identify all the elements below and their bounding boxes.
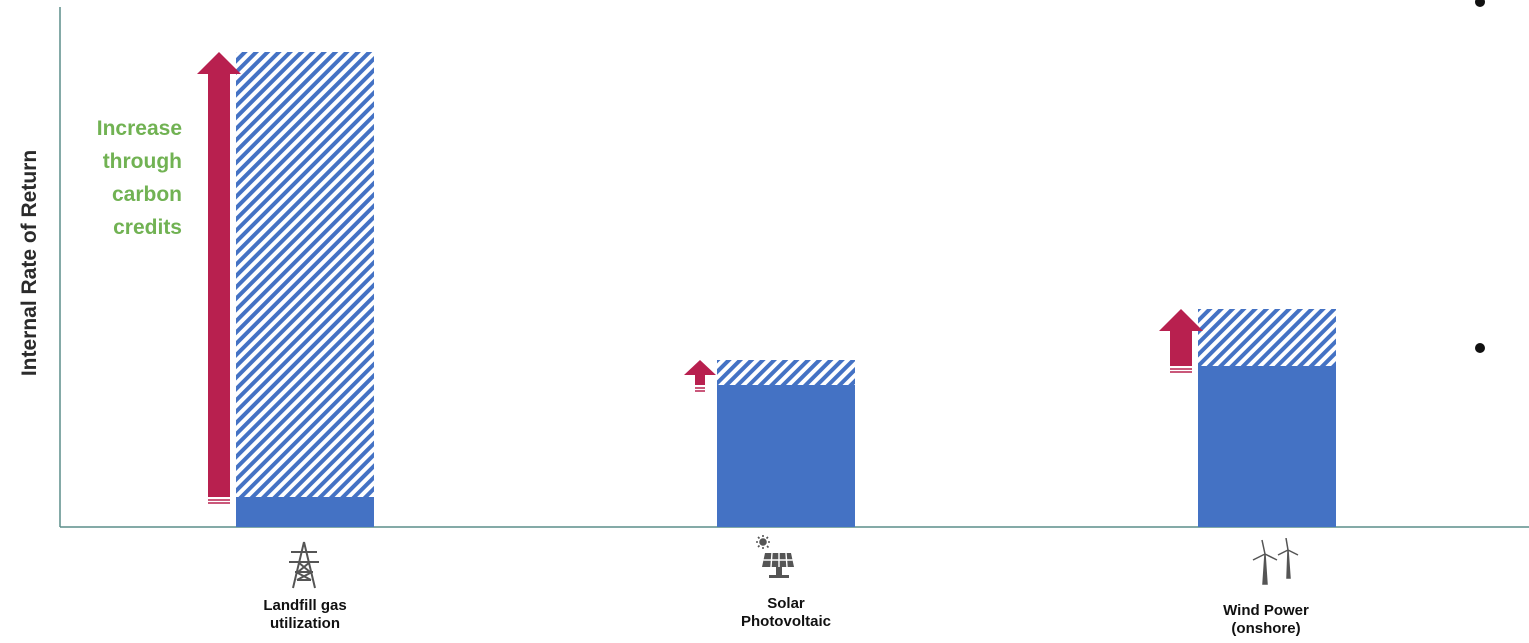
y-axis-label-wrap: Internal Rate of Return xyxy=(0,0,60,526)
annotation-line-2: through xyxy=(102,150,182,173)
bar-base xyxy=(1198,366,1336,527)
category-label-wind: Wind Power (onshore) xyxy=(1176,602,1356,638)
bar-base xyxy=(236,497,374,527)
category-label-line: utilization xyxy=(270,615,340,632)
increase-arrow xyxy=(1159,309,1203,373)
bar-carbon-credit-increase xyxy=(717,360,855,385)
bullet-marker xyxy=(1475,0,1485,7)
annotation-line-4: credits xyxy=(113,216,182,239)
annotation-line-3: carbon xyxy=(111,183,182,206)
category-label-line: Landfill gas xyxy=(263,597,347,614)
category-label-line: Photovoltaic xyxy=(740,613,831,630)
bar-base xyxy=(717,385,855,527)
category-label-line: (onshore) xyxy=(1231,620,1301,637)
y-axis-label: Internal Rate of Return xyxy=(18,149,41,377)
bar-carbon-credit-increase xyxy=(1198,309,1336,366)
category-label-line: Solar xyxy=(767,595,805,612)
category-label-line: Wind Power xyxy=(1223,602,1309,619)
increase-annotation: Increase through carbon credits xyxy=(60,112,182,244)
category-label-landfill: Landfill gas utilization xyxy=(215,597,395,633)
bar-carbon-credit-increase xyxy=(236,52,374,497)
category-label-solar: Solar Photovoltaic xyxy=(696,595,876,631)
increase-arrow xyxy=(197,52,241,504)
solar-panel-icon xyxy=(756,535,794,578)
increase-arrow xyxy=(684,360,716,392)
annotation-line-1: Increase xyxy=(96,117,182,140)
transmission-tower-icon xyxy=(289,541,319,589)
wind-turbine-icon xyxy=(1252,538,1299,585)
bullet-marker xyxy=(1475,343,1485,353)
